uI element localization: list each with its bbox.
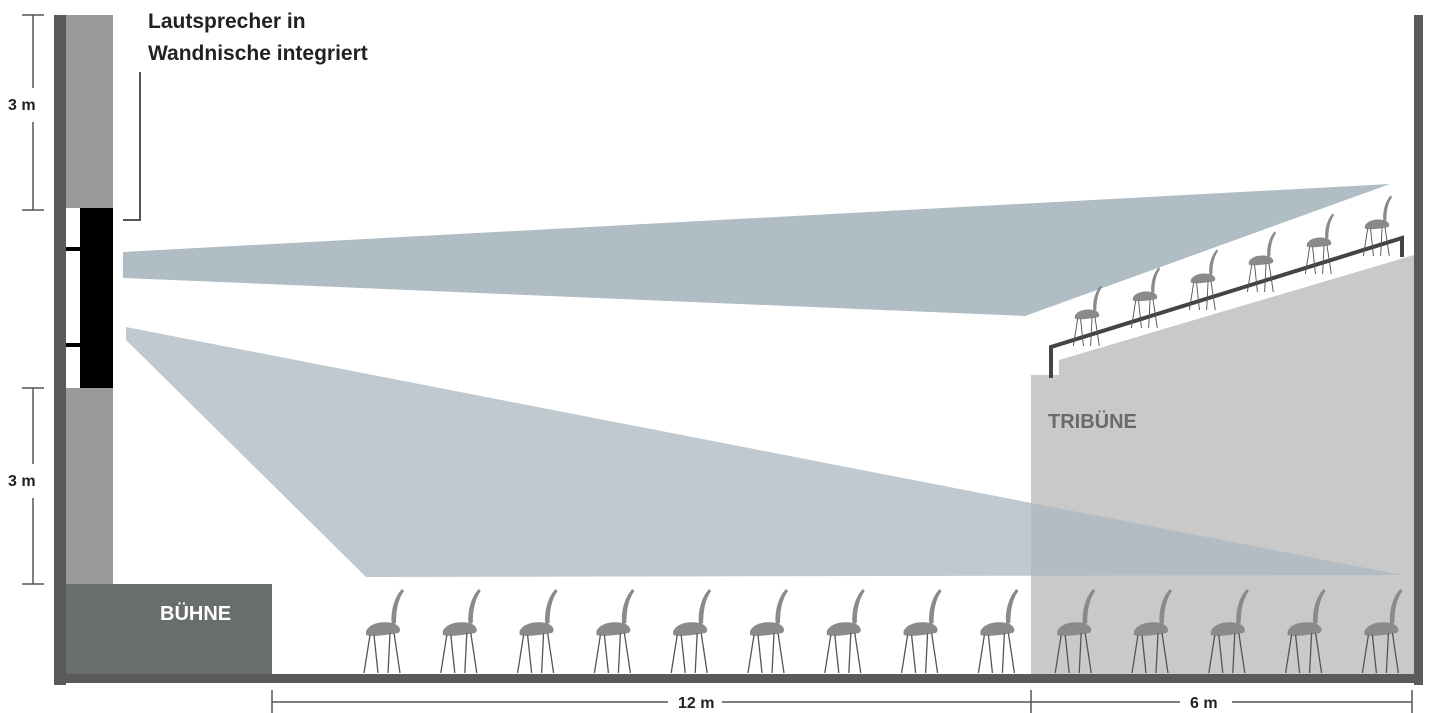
tribune-chair [1072, 285, 1103, 347]
tribune-chair [1188, 249, 1219, 311]
tribune-chairs [1072, 195, 1393, 347]
upper-height-label: 3 m [8, 97, 36, 114]
tribune-chair [1246, 231, 1277, 293]
tribune-chair [1362, 195, 1393, 257]
upper-sound-beam [123, 184, 1390, 316]
lower-wall-panel [66, 388, 113, 584]
speaker-caption-line1: Lautsprecher in [148, 10, 306, 33]
tribune-length-label: 6 m [1190, 695, 1218, 712]
floor-chair [1054, 589, 1096, 674]
floor-length-dimension [271, 690, 1031, 713]
lower-height-dimension [22, 387, 44, 585]
stage-label: BÜHNE [160, 602, 231, 625]
right-wall [1414, 15, 1423, 685]
tribune-length-dimension [1030, 690, 1413, 713]
floor-chair [1361, 589, 1403, 674]
caption-pointer-line [123, 72, 141, 221]
floor-chair [1284, 589, 1326, 674]
floor-chair [363, 589, 404, 674]
tribune-railing [1049, 235, 1404, 378]
tribune-chair [1304, 213, 1335, 275]
floor-chair [1208, 589, 1249, 674]
floor-chair [593, 589, 635, 674]
floor-chair [977, 589, 1019, 674]
floor-length-label: 12 m [678, 695, 714, 712]
speaker-caption-line2: Wandnische integriert [148, 42, 368, 65]
upper-height-dimension [22, 14, 44, 211]
floor-chair [516, 589, 558, 674]
tribune-chair [1130, 267, 1161, 329]
floor-chair [824, 589, 865, 674]
left-wall [54, 15, 66, 685]
upper-wall-panel [66, 15, 113, 208]
floor-chair [747, 589, 788, 674]
floor-chair [440, 589, 481, 674]
floor-chair [670, 589, 712, 674]
floor [54, 674, 1423, 683]
lower-height-label: 3 m [8, 473, 36, 490]
speaker-bracket-upper [66, 247, 84, 251]
stage-block [66, 584, 272, 678]
tribune-label: TRIBÜNE [1048, 410, 1137, 433]
speaker-bracket-lower [66, 343, 84, 347]
floor-chairs [363, 589, 1403, 674]
speaker [66, 208, 113, 388]
floor-chair [900, 589, 942, 674]
lower-sound-beam [126, 327, 1402, 577]
floor-chair [1131, 589, 1172, 674]
speaker-body [80, 208, 113, 388]
